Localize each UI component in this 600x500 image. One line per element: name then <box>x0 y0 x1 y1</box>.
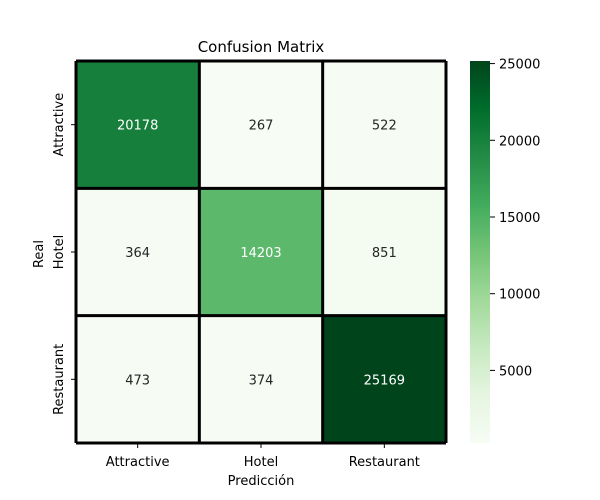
heatmap-cell <box>76 61 200 189</box>
x-axis: Attractive Hotel Restaurant <box>106 443 420 470</box>
y-tick-label: Attractive <box>52 93 67 157</box>
heatmap-cell <box>199 188 323 316</box>
colorbar-tick-label: 5000 <box>499 364 532 379</box>
y-tick-label: Hotel <box>52 235 67 269</box>
chart-title: Confusion Matrix <box>198 38 325 56</box>
colorbar-tick-label: 25000 <box>499 58 540 73</box>
cell-value-label: 851 <box>372 246 397 261</box>
heatmap-cell <box>199 61 323 189</box>
colorbar-tick-label: 20000 <box>499 134 540 149</box>
cell-value-label: 20178 <box>117 119 158 134</box>
cell-value-label: 522 <box>372 119 397 134</box>
cell-value-label: 374 <box>249 373 274 388</box>
x-tick-label: Restaurant <box>349 455 420 470</box>
heatmap-cell <box>76 315 200 443</box>
heatmap-cell <box>322 61 446 189</box>
heatmap-cells <box>76 61 446 443</box>
colorbar-ticks: 5000 10000 15000 20000 25000 <box>490 58 540 379</box>
y-tick-label: Restaurant <box>52 344 67 415</box>
cell-value-label: 364 <box>125 246 150 261</box>
heatmap-cell <box>322 315 446 443</box>
x-tick-label: Attractive <box>106 455 170 470</box>
colorbar-tick-label: 15000 <box>499 211 540 226</box>
cell-value-label: 473 <box>125 373 150 388</box>
y-axis: Attractive Hotel Restaurant <box>52 93 76 415</box>
x-axis-label: Predicción <box>228 474 295 489</box>
cell-value-label: 267 <box>249 119 274 134</box>
colorbar-gradient <box>470 61 490 443</box>
heatmap-cell-labels: 20178 267 522 364 14203 851 473 374 25169 <box>117 119 405 389</box>
cell-value-label: 25169 <box>364 373 405 388</box>
cell-value-label: 14203 <box>240 246 281 261</box>
y-axis-label: Real <box>32 240 47 268</box>
x-tick-label: Hotel <box>244 455 278 470</box>
colorbar-tick-label: 10000 <box>499 288 540 303</box>
colorbar <box>470 61 490 443</box>
heatmap-cell <box>322 188 446 316</box>
heatmap-cell <box>76 188 200 316</box>
heatmap-cell <box>199 315 323 443</box>
